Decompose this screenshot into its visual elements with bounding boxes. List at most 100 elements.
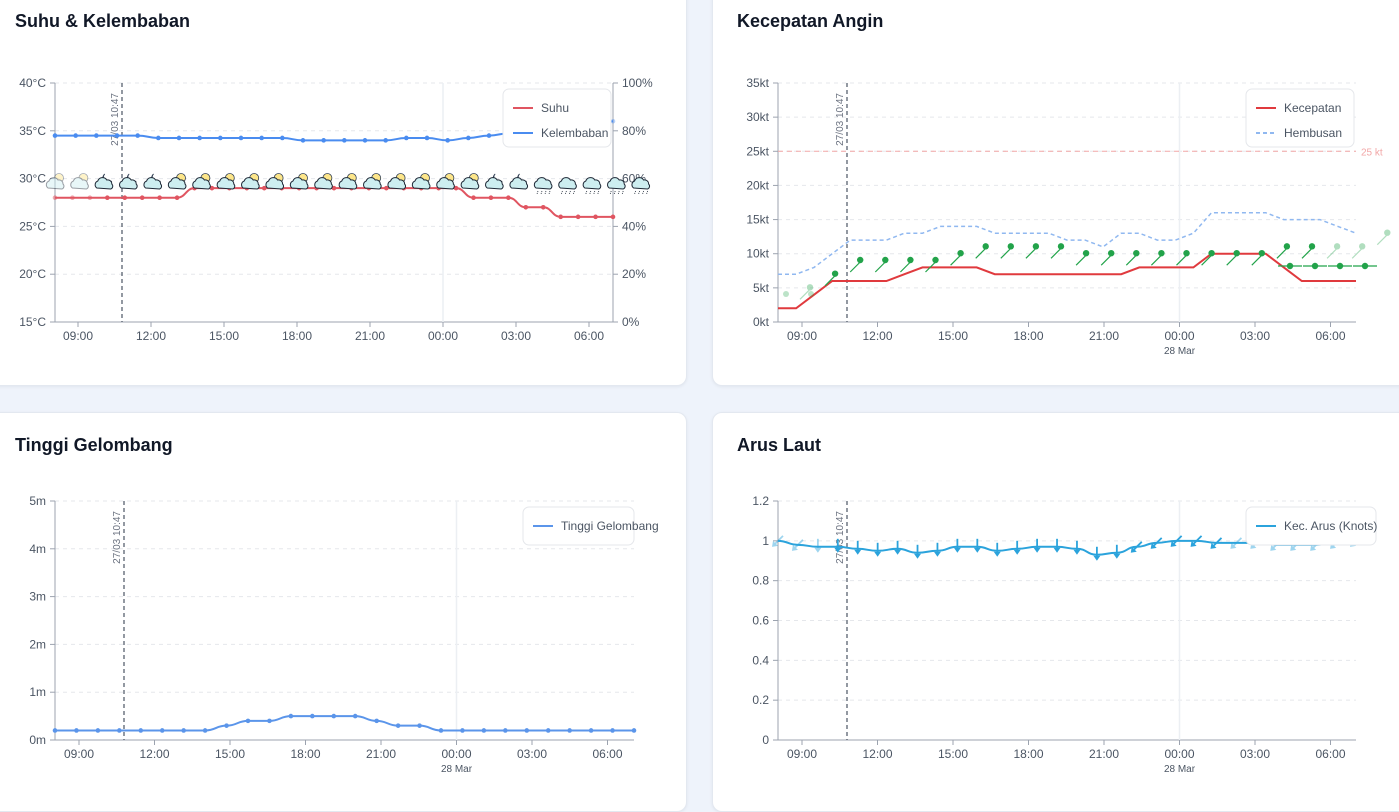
temp-y-tick-label: 25°C: [19, 219, 46, 233]
wave-point: [567, 728, 572, 733]
temp-y2-tick-label: 100%: [622, 76, 653, 90]
wind-barb: [799, 288, 811, 300]
wind-dot: [1311, 262, 1319, 270]
current-y-tick-label: 0.4: [752, 653, 769, 667]
cloud-icon: [460, 177, 480, 190]
wind-barb: [1150, 254, 1162, 266]
cloud-icon: [485, 177, 504, 190]
wave-height-title: Tinggi Gelombang: [15, 435, 173, 455]
current-arrow-head: [1093, 555, 1101, 561]
partly-cloudy-icon: [411, 173, 431, 190]
rain-icon: [607, 177, 626, 195]
humidity-point: [73, 133, 78, 138]
wind-dot: [1359, 243, 1366, 250]
wind-direction-icon: [1025, 243, 1040, 259]
wave-point: [460, 728, 465, 733]
raindrop: [589, 190, 592, 195]
current-direction-icon: [914, 544, 922, 559]
wave-point: [395, 723, 401, 728]
legend: Kec. Arus (Knots): [1245, 506, 1377, 546]
wind-barb: [1050, 247, 1062, 259]
current-x-tick-label: 15:00: [938, 747, 968, 761]
cloud-icon: [363, 177, 382, 190]
current-arrow-shaft: [1231, 537, 1243, 548]
wave-point: [267, 718, 272, 724]
partly-cloudy-night-icon: [119, 173, 138, 190]
temp-y-tick-label: 30°C: [19, 172, 46, 186]
current-direction-icon: [1150, 537, 1163, 549]
raindrop: [536, 190, 539, 195]
wind-barb: [925, 261, 936, 273]
wind-direction-icon: [1050, 243, 1065, 259]
current-direction-icon: [1053, 538, 1061, 553]
wind-direction-icon: [899, 256, 914, 273]
wave-point: [224, 723, 229, 728]
wind-direction-icon: [1326, 243, 1341, 259]
wave-point: [481, 728, 487, 733]
partly-cloudy-icon: [216, 173, 236, 190]
cloud-icon: [94, 177, 114, 190]
raindrop: [597, 190, 600, 195]
wind-direction-icon: [849, 256, 864, 273]
humidity-point: [342, 138, 347, 143]
current-arrow-head: [914, 553, 922, 559]
wind-dot: [957, 249, 964, 257]
temp-y-tick-label: 15°C: [19, 315, 46, 329]
temp-y-tick-label: 35°C: [19, 124, 46, 138]
sun-icon: [78, 173, 89, 183]
wind-dot: [1032, 243, 1040, 250]
wind-dot: [1308, 243, 1316, 250]
current-direction-icon: [894, 540, 902, 555]
wave-y-tick-label: 2m: [29, 637, 46, 651]
wind-dot: [1108, 249, 1115, 257]
wave-point: [95, 728, 101, 733]
humidity-point: [280, 135, 285, 141]
wind-dot: [1283, 243, 1291, 250]
current-x-tick-label: 03:00: [1240, 747, 1270, 761]
raindrop: [646, 190, 648, 195]
partly-cloudy-icon: [338, 173, 358, 190]
current-arrow-head: [1053, 547, 1061, 553]
current-arrow-head: [814, 547, 822, 553]
wave-point: [138, 728, 144, 733]
current-x-tick-label: 09:00: [787, 747, 817, 761]
wave-x-tick-label: 12:00: [139, 747, 169, 761]
current-chart: 0 0.2 0.4 0.6 0.8 1 1.2 09:00 12:00 15:00 18:00 21:…: [752, 494, 1377, 775]
current-arrow-head: [834, 547, 842, 553]
current-direction-icon: [1093, 546, 1101, 561]
wind-chart: 0kt 5kt 10kt 15kt 20kt 25kt 30kt 35kt 09:00 12:00…: [746, 76, 1391, 357]
partly-cloudy-icon: [436, 173, 455, 190]
current-arrow-head: [1073, 549, 1081, 555]
temp-y-tick-label: 20°C: [19, 267, 46, 281]
wind-dot: [982, 243, 989, 250]
partly-cloudy-icon: [460, 173, 480, 190]
cloud-icon: [289, 177, 309, 190]
wind-dot: [1183, 249, 1190, 257]
temperature-series-line: [55, 187, 613, 218]
temp-y-tick-label: 40°C: [19, 76, 46, 90]
raindrop: [613, 190, 616, 195]
wind-dot: [1361, 262, 1369, 270]
current-arrow-head: [1013, 549, 1021, 555]
wind-dot: [1336, 262, 1344, 270]
wave-point: [74, 728, 79, 733]
wave-point: [438, 728, 444, 733]
humidity-point: [486, 133, 492, 138]
rain-icon: [558, 177, 577, 195]
raindrop: [642, 190, 644, 195]
humidity-point: [362, 138, 368, 143]
wind-barb: [1025, 247, 1037, 259]
humidity-point: [445, 138, 450, 143]
temperature-point: [488, 195, 494, 201]
wind-dot: [1258, 249, 1265, 257]
wave-x-tick-label: 18:00: [290, 747, 320, 761]
wind-barb: [1276, 247, 1288, 259]
wind-y-tick-label: 20kt: [746, 178, 769, 192]
cloud-icon: [119, 177, 138, 190]
temperature-point: [506, 195, 511, 201]
cloud-icon: [387, 177, 407, 190]
temperature-point: [384, 185, 389, 191]
current-arrow-head: [933, 551, 941, 557]
wave-point: [545, 728, 551, 733]
sea-current-card: Arus Laut: [712, 412, 1399, 812]
